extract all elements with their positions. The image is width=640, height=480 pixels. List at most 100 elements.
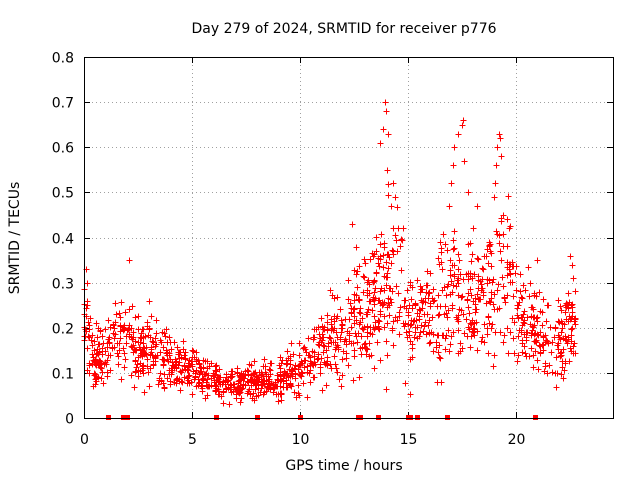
data-point: [536, 289, 543, 296]
data-point: [130, 342, 137, 349]
data-point: [504, 216, 511, 223]
data-point: [485, 314, 492, 321]
y-tick-label: 0.5: [52, 186, 74, 202]
data-point: [350, 377, 357, 384]
data-point: [539, 309, 546, 316]
data-point: [356, 263, 363, 270]
data-point: [117, 328, 124, 335]
data-point: [346, 332, 353, 339]
data-point: [457, 340, 464, 347]
data-point: [407, 391, 414, 398]
data-point: [135, 326, 142, 333]
data-point: [455, 266, 462, 273]
data-point: [135, 313, 142, 320]
data-point: [180, 346, 187, 353]
data-point: [434, 303, 441, 310]
data-point: [496, 305, 503, 312]
data-point: [552, 370, 559, 377]
data-point: [568, 326, 575, 333]
data-point: [546, 362, 553, 369]
data-point: [394, 248, 401, 255]
data-point: [475, 256, 482, 263]
data-point: [416, 306, 423, 313]
data-point: [376, 263, 383, 270]
data-point: [212, 388, 219, 395]
data-point: [285, 373, 292, 380]
data-point: [222, 377, 229, 384]
y-tick-label: 0.3: [52, 277, 74, 293]
data-point: [150, 362, 157, 369]
data-point: [152, 335, 159, 342]
data-point: [284, 348, 291, 355]
data-point: [148, 313, 155, 320]
data-point: [90, 354, 97, 361]
data-point: [478, 338, 485, 345]
data-point: [348, 324, 355, 331]
data-point: [450, 237, 457, 244]
data-point: [359, 325, 366, 332]
data-point: [111, 325, 118, 332]
data-point: [171, 379, 178, 386]
data-point: [480, 266, 487, 273]
data-point: [494, 144, 501, 151]
zero-marker: [214, 415, 219, 420]
data-point: [140, 344, 147, 351]
data-point: [189, 354, 196, 361]
data-point: [319, 387, 326, 394]
data-point: [317, 370, 324, 377]
data-point: [145, 369, 152, 376]
data-point: [162, 333, 169, 340]
data-point: [388, 299, 395, 306]
data-point: [401, 323, 408, 330]
data-point: [433, 339, 440, 346]
zero-marker: [358, 415, 363, 420]
data-point: [380, 126, 387, 133]
data-point: [125, 326, 132, 333]
data-point: [89, 342, 96, 349]
data-point: [226, 401, 233, 408]
data-point: [337, 306, 344, 313]
data-point: [102, 348, 109, 355]
data-point: [165, 358, 172, 365]
data-point: [481, 321, 488, 328]
data-point: [383, 108, 390, 115]
data-point: [447, 257, 454, 264]
data-point: [283, 377, 290, 384]
data-point: [353, 271, 360, 278]
data-point: [353, 244, 360, 251]
data-point: [401, 303, 408, 310]
data-point: [491, 194, 498, 201]
data-point: [381, 273, 388, 280]
data-point: [236, 390, 243, 397]
plot-frame: [84, 57, 614, 419]
data-point: [338, 383, 345, 390]
data-point: [571, 316, 578, 323]
data-point: [447, 272, 454, 279]
data-point: [557, 303, 564, 310]
data-point: [296, 352, 303, 359]
data-point: [141, 345, 148, 352]
zero-marker: [408, 415, 413, 420]
data-point: [266, 366, 273, 373]
data-point: [540, 296, 547, 303]
data-point: [372, 285, 379, 292]
data-point: [373, 234, 380, 241]
data-point: [510, 263, 517, 270]
data-point: [104, 357, 111, 364]
data-point: [400, 320, 407, 327]
data-point: [179, 379, 186, 386]
data-point: [361, 256, 368, 263]
data-point: [302, 357, 309, 364]
data-point: [319, 331, 326, 338]
data-point: [460, 117, 467, 124]
data-point: [430, 348, 437, 355]
data-point: [121, 350, 128, 357]
data-point: [144, 356, 151, 363]
data-point: [121, 364, 128, 371]
data-point: [104, 369, 111, 376]
data-point: [471, 320, 478, 327]
data-point: [277, 373, 284, 380]
data-point: [557, 350, 564, 357]
data-point: [467, 273, 474, 280]
data-point: [334, 313, 341, 320]
